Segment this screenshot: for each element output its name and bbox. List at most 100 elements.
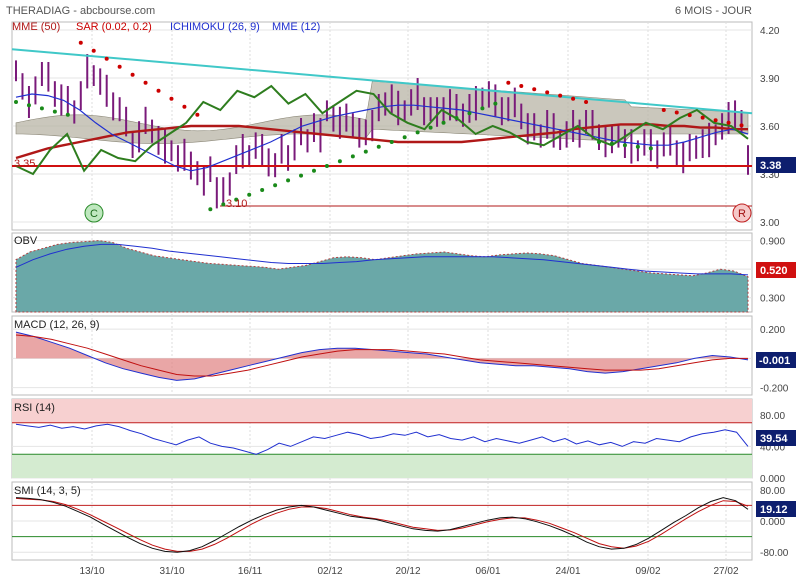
obv-value-box	[756, 262, 796, 278]
y-tick-label: -80.00	[760, 548, 789, 559]
series-mme50	[15, 123, 748, 160]
y-tick-label: 80.00	[760, 486, 785, 497]
legend-mme50: MME (50)	[12, 21, 60, 33]
price-lines	[11, 48, 753, 207]
x-tick-labels: 13/10 31/10 16/11 02/12 20/12 06/01 24/01 09/02…	[79, 566, 738, 577]
x-tick-label: 02/12	[317, 566, 342, 577]
obv-panel	[15, 240, 749, 313]
sar-dot	[493, 101, 498, 106]
macd-last-value: -0.001	[759, 355, 790, 367]
y-tick-label: 4.20	[760, 26, 780, 37]
rsi-value-box	[756, 430, 796, 446]
y-tick-label: 0.000	[760, 517, 785, 528]
sar-dot	[182, 104, 187, 109]
svg-text:R: R	[738, 208, 746, 220]
macd-panel	[15, 331, 749, 381]
sar-dot	[532, 87, 537, 92]
sar-dot	[661, 108, 666, 112]
sar-dot	[208, 207, 213, 212]
smi-last-value: 19.12	[760, 504, 788, 516]
period-label: 6 MOIS - JOUR	[675, 5, 752, 17]
sar-dot	[169, 96, 174, 101]
sar-dot	[350, 154, 355, 159]
y-tick-label: 3.30	[760, 170, 780, 181]
support-label: 3.35	[14, 158, 35, 170]
svg-text:C: C	[90, 208, 98, 220]
sar-dot	[247, 192, 252, 197]
sar-dot	[389, 140, 394, 144]
y-tick-label: 0.200	[760, 325, 785, 336]
y-tick-label: 80.00	[760, 411, 785, 422]
x-tick-label: 09/02	[635, 566, 660, 577]
sar-dot	[195, 112, 200, 117]
y-tick-label: 3.60	[760, 122, 780, 133]
legend-sar: SAR (0.02, 0.2)	[76, 21, 152, 33]
sar-dot	[713, 118, 718, 123]
sar-dot	[558, 93, 563, 98]
sar-dot	[26, 103, 31, 108]
obv-title: OBV	[14, 235, 38, 247]
x-tick-label: 27/02	[713, 566, 738, 577]
sar-dot	[117, 64, 122, 69]
sar-dot	[221, 202, 226, 207]
rsi-overbought-zone	[12, 399, 752, 423]
series-mme12	[15, 93, 749, 172]
smi-title: SMI (14, 3, 5)	[14, 485, 81, 497]
sar-dot	[687, 113, 692, 118]
panel-frame-macd	[11, 315, 753, 396]
y-tick-label: 0.000	[760, 474, 785, 485]
trend-line	[11, 48, 753, 115]
low-label: 3.10	[226, 198, 247, 210]
macd-histogram	[16, 332, 748, 381]
sar-dot	[739, 123, 744, 128]
sar-dot	[52, 109, 57, 114]
sar-dot	[143, 80, 148, 85]
rsi-last-value: 39.54	[760, 433, 788, 445]
sar-dot	[104, 56, 109, 61]
x-tick-label: 31/10	[159, 566, 184, 577]
sar-dot	[286, 178, 291, 183]
sar-dot	[65, 112, 70, 117]
rsi-oversold-zone	[12, 454, 752, 478]
y-tick-label: 3.00	[760, 218, 780, 229]
smi-line	[15, 497, 749, 553]
macd-title: MACD (12, 26, 9)	[14, 319, 100, 331]
sar-dot	[156, 88, 161, 93]
marker-c: C	[84, 203, 104, 223]
series-ichimoku-lagging	[15, 84, 749, 176]
rsi-panel	[12, 399, 752, 478]
y-tick-labels: 4.203.903.603.303.000.9000.6000.3000.200…	[760, 26, 789, 559]
chart-title: THERADIAG - abcbourse.com	[6, 5, 155, 17]
x-tick-label: 16/11	[238, 566, 263, 577]
obv-area	[15, 240, 749, 313]
y-tick-label: 40.00	[760, 442, 785, 453]
x-tick-label: 13/10	[79, 566, 104, 577]
price-bars	[15, 54, 749, 209]
x-tick-label: 20/12	[395, 566, 420, 577]
sar-dot	[130, 72, 135, 77]
obv-average-line	[15, 243, 749, 276]
macd-signal-line	[15, 334, 748, 377]
sar-dot	[337, 159, 342, 164]
y-tick-label: 0.300	[760, 294, 785, 305]
sar-dot	[545, 90, 550, 95]
marker-r: R	[732, 203, 752, 223]
sar-dot	[726, 120, 731, 125]
sar-dot	[571, 96, 576, 101]
legend-mme12: MME (12)	[272, 21, 320, 33]
sar-dot	[454, 116, 459, 120]
sar-dot	[91, 48, 96, 53]
obv-last-value: 0.520	[760, 265, 788, 277]
sar-dots	[14, 40, 744, 212]
rsi-line	[15, 423, 749, 455]
sar-dot	[648, 146, 653, 151]
sar-dot	[506, 80, 511, 85]
sar-dot	[635, 144, 640, 149]
sar-dot	[428, 125, 433, 130]
macd-line	[15, 331, 749, 381]
sar-dot	[363, 149, 368, 154]
sar-dot	[441, 120, 446, 125]
sar-dot	[597, 140, 602, 144]
sar-dot	[234, 197, 239, 202]
